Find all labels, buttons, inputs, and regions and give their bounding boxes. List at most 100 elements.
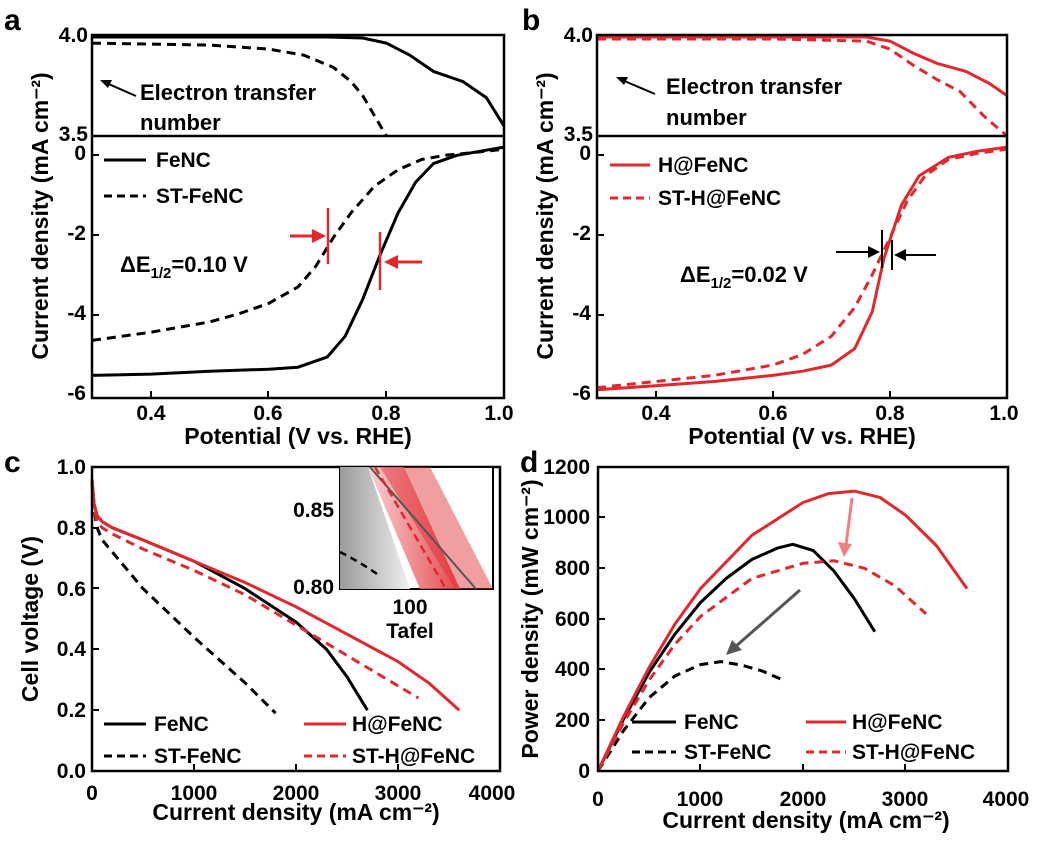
c-legend-st-fenc: ST-FeNC: [154, 745, 242, 768]
inset-fenc-line: [369, 466, 477, 590]
b-xtick-0.6: 0.6: [758, 402, 787, 425]
d-h-fenc-decay-arrow: [844, 497, 854, 546]
b-ytick-0: 0: [579, 142, 591, 165]
inset-red-band-2: [380, 467, 493, 589]
c-xtick-1000: 1000: [171, 782, 218, 805]
c-ytick-0.8: 0.8: [57, 517, 87, 540]
c-ytick-0.2: 0.2: [57, 699, 86, 722]
b-top-ytick-4.0: 4.0: [564, 24, 593, 47]
a-bottom-series-fenc: [91, 145, 505, 377]
d-series-st-h-fenc: [596, 559, 928, 772]
a-ytick-m2: -2: [67, 222, 86, 245]
d-series-fenc: [596, 542, 877, 772]
inset-red-band-1: [368, 467, 460, 589]
a-electron-transfer-label-2: number: [140, 110, 221, 135]
panel-a-letter: a: [4, 4, 21, 37]
c-xtick-3000: 3000: [375, 782, 422, 805]
a-top-series-st-fenc: [91, 41, 388, 137]
b-ytick-m2: -2: [572, 222, 591, 245]
a-ytick-0: 0: [74, 142, 86, 165]
panel-b: b Current density (mA cm⁻²) Potential (V…: [522, 4, 1019, 449]
b-top-series-st-h-fenc: [597, 37, 1008, 138]
c-ytick-1.0: 1.0: [57, 456, 86, 479]
c-xtick-0: 0: [86, 782, 98, 805]
b-left-arrowhead: [868, 246, 880, 258]
b-ytick-m4: -4: [572, 302, 591, 325]
b-electron-transfer-label: Electron transfer: [666, 74, 842, 99]
d-legend-st-fenc: ST-FeNC: [684, 741, 772, 764]
d-fenc-decay-arrow: [734, 588, 801, 649]
b-xtick-0.4: 0.4: [641, 402, 671, 425]
a-electron-transfer-label: Electron transfer: [140, 80, 316, 105]
panel-b-ylabel: Current density (mA cm⁻²): [532, 72, 558, 359]
d-ytick-800: 800: [555, 557, 590, 580]
c-legend-fenc: FeNC: [154, 713, 209, 736]
b-electron-arrowhead: [616, 77, 628, 85]
panel-a-frame: [90, 33, 506, 400]
panel-c-letter: c: [4, 446, 21, 479]
b-top-series-h-fenc: [597, 35, 1008, 97]
panel-a-ylabel: Current density (mA cm⁻²): [27, 72, 53, 359]
b-legend-h-fenc: H@FeNC: [658, 154, 748, 177]
a-left-arrowhead: [312, 229, 326, 243]
a-ytick-m6: -6: [67, 382, 86, 405]
panel-c-xlabel: Current density (mA cm⁻²): [152, 799, 439, 825]
b-top-ytick-3.5: 3.5: [564, 123, 594, 146]
inset-st-fenc-line: [339, 550, 381, 578]
d-h-fenc-decay-arrowhead: [838, 542, 852, 557]
panel-d-letter: d: [520, 446, 538, 479]
c-ytick-0.6: 0.6: [57, 578, 86, 601]
d-series-st-fenc: [596, 660, 784, 772]
a-top-ytick-4.0: 4.0: [59, 24, 88, 47]
panel-a-xlabel: Potential (V vs. RHE): [184, 423, 411, 449]
b-legend-st-h-fenc: ST-H@FeNC: [658, 187, 781, 210]
b-bottom-series-st-h-fenc: [596, 147, 1008, 390]
panel-d-ylabel: Power density (mW cm⁻²): [517, 479, 543, 758]
d-ytick-1200: 1200: [543, 456, 590, 479]
panel-c-inset: 0.85 0.80 100 Tafel: [293, 466, 494, 643]
panel-d-xlabel: Current density (mA cm⁻²): [662, 807, 949, 833]
a-xtick-0.4: 0.4: [136, 402, 166, 425]
a-legend-st-fenc: ST-FeNC: [156, 185, 244, 208]
b-right-arrowhead: [894, 249, 906, 261]
inset-xtick-100: 100: [392, 596, 427, 619]
b-electron-transfer-label-2: number: [666, 105, 747, 130]
inset-st-h-fenc-line: [373, 466, 448, 590]
a-xtick-0.6: 0.6: [253, 402, 282, 425]
b-delta-e-label: ΔE1/2=0.02 V: [680, 262, 808, 292]
b-bottom-series-h-fenc: [596, 145, 1008, 392]
d-xtick-2000: 2000: [780, 788, 827, 811]
b-ytick-m6: -6: [572, 382, 591, 405]
a-legend-fenc: FeNC: [156, 149, 211, 172]
a-right-arrowhead: [384, 255, 398, 269]
a-top-series-fenc: [92, 35, 506, 127]
panel-c-ylabel: Cell voltage (V): [17, 536, 43, 702]
d-series-h-fenc: [596, 489, 969, 772]
panel-d: d Power density (mW cm⁻²) Current densit…: [517, 446, 1029, 833]
a-electron-arrowhead: [100, 80, 112, 88]
d-xtick-3000: 3000: [882, 788, 929, 811]
c-xtick-4000: 4000: [469, 782, 516, 805]
c-legend-h-fenc: H@FeNC: [352, 713, 442, 736]
panel-d-frame: [596, 465, 1010, 773]
c-xtick-2000: 2000: [273, 782, 320, 805]
c-series-st-h-fenc: [90, 482, 420, 700]
d-ytick-400: 400: [555, 658, 590, 681]
panel-c-frame: [90, 465, 502, 773]
c-ytick-0.0: 0.0: [57, 760, 86, 783]
c-ytick-0.4: 0.4: [57, 638, 87, 661]
b-electron-arrow: [621, 79, 656, 95]
d-ytick-0: 0: [578, 760, 590, 783]
panel-b-letter: b: [522, 4, 540, 37]
inset-xlabel: Tafel: [386, 620, 433, 643]
panel-a: a Current density (mA cm⁻²) Potential (V…: [4, 4, 514, 449]
a-delta-e-label: ΔE1/2=0.10 V: [120, 252, 248, 282]
a-bottom-series-st-fenc: [91, 147, 505, 342]
panel-b-xlabel: Potential (V vs. RHE): [688, 423, 915, 449]
d-ytick-1000: 1000: [543, 506, 590, 529]
d-ytick-200: 200: [555, 709, 590, 732]
a-xtick-1.0: 1.0: [484, 402, 513, 425]
c-series-st-fenc: [90, 482, 277, 715]
a-ytick-m4: -4: [67, 302, 86, 325]
